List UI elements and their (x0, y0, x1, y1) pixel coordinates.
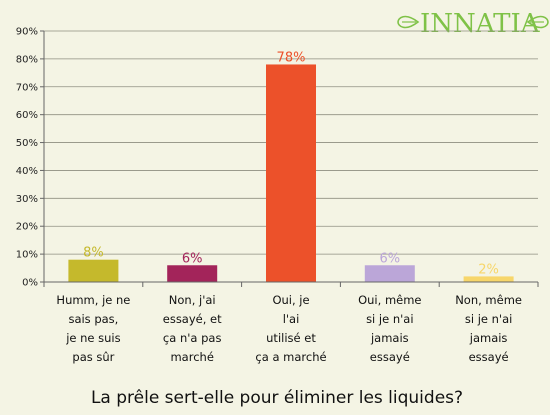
y-tick-label: 0% (22, 278, 38, 289)
y-tick-label: 40% (16, 166, 38, 177)
data-label: 8% (83, 246, 104, 261)
y-tick-label: 50% (16, 138, 38, 149)
logo-text: INNATIA (420, 9, 541, 39)
bar (266, 64, 316, 282)
value-labels: 8% 6% 78% 6% 2% (83, 50, 499, 277)
y-tick-label: 60% (16, 110, 38, 121)
bar (463, 276, 514, 282)
category-label: Non, j'ai essayé, et ça n'a pas marché (163, 293, 222, 364)
data-label: 6% (182, 251, 203, 266)
y-tick-label: 10% (16, 250, 38, 261)
y-tick-label: 90% (16, 27, 38, 38)
category-labels: Humm, je ne sais pas, je ne suis pas sûr Non… (43, 281, 539, 364)
innatia-logo: INNATIA (397, 9, 549, 39)
category-label: Oui, je l'ai utilisé et ça a marché (255, 293, 326, 364)
bar (167, 265, 218, 282)
y-tick-label: 80% (16, 54, 38, 65)
data-label: 78% (277, 50, 306, 65)
leaf-icon (526, 15, 549, 29)
data-label: 2% (478, 262, 499, 277)
leaf-icon (397, 15, 420, 29)
category-label: Oui, même si je n'ai jamais essayé (358, 293, 421, 364)
y-tick-label: 30% (16, 194, 38, 205)
category-label: Humm, je ne sais pas, je ne suis pas sûr (56, 293, 130, 364)
bar (364, 265, 415, 282)
y-tick-label: 70% (16, 82, 38, 93)
bars (68, 64, 514, 282)
y-axis: 0% 10% 20% 30% 40% 50% 60% 70% 80% 90% (16, 27, 45, 289)
chart-title: La prêle sert-elle pour éliminer les liq… (91, 388, 463, 408)
y-tick-label: 20% (16, 222, 38, 233)
data-label: 6% (379, 251, 400, 266)
category-label: Non, même si je n'ai jamais essayé (455, 293, 522, 364)
bar (68, 259, 119, 282)
